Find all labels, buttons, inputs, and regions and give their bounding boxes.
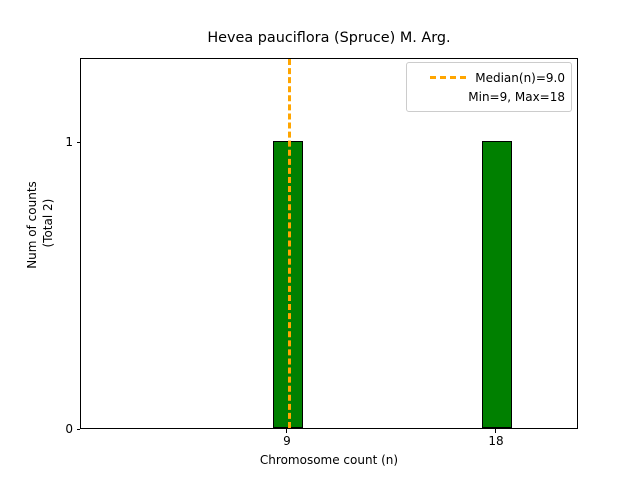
y-tick-mark-0: [76, 429, 80, 430]
y-axis-label: Num of counts (Total 2): [24, 75, 56, 375]
axis-ticks-layer: 0 1 9 18: [65, 58, 578, 447]
legend-item-minmax: Min=9, Max=18: [413, 87, 565, 106]
x-axis-label: Chromosome count (n): [259, 453, 399, 467]
chart-title: Hevea pauciflora (Spruce) M. Arg.: [207, 30, 451, 46]
x-tick-mark-9: [286, 429, 288, 433]
legend-label-median: Median(n)=9.0: [475, 70, 565, 85]
x-tick-label-9: 9: [283, 434, 291, 448]
dashed-line-icon: [430, 76, 467, 79]
y-axis-label-line2: (Total 2): [41, 198, 55, 252]
x-tick-label-18: 18: [488, 434, 504, 448]
legend-label-minmax: Min=9, Max=18: [468, 89, 565, 104]
y-tick-label-1: 1: [65, 135, 73, 149]
chart-legend: Median(n)=9.0 Min=9, Max=18: [406, 62, 572, 112]
blank-swatch-icon: [423, 95, 459, 98]
y-tick-label-0: 0: [65, 422, 73, 436]
y-tick-mark-1: [76, 142, 80, 143]
bar-n-18: [482, 141, 512, 428]
x-tick-mark-18: [495, 429, 497, 433]
legend-item-median: Median(n)=9.0: [413, 68, 565, 87]
median-line: [288, 59, 291, 428]
y-axis-label-line1: Num of counts: [25, 181, 39, 269]
y-axis-label-container: Num of counts (Total 2): [0, 0, 80, 480]
plot-area: [80, 58, 578, 429]
